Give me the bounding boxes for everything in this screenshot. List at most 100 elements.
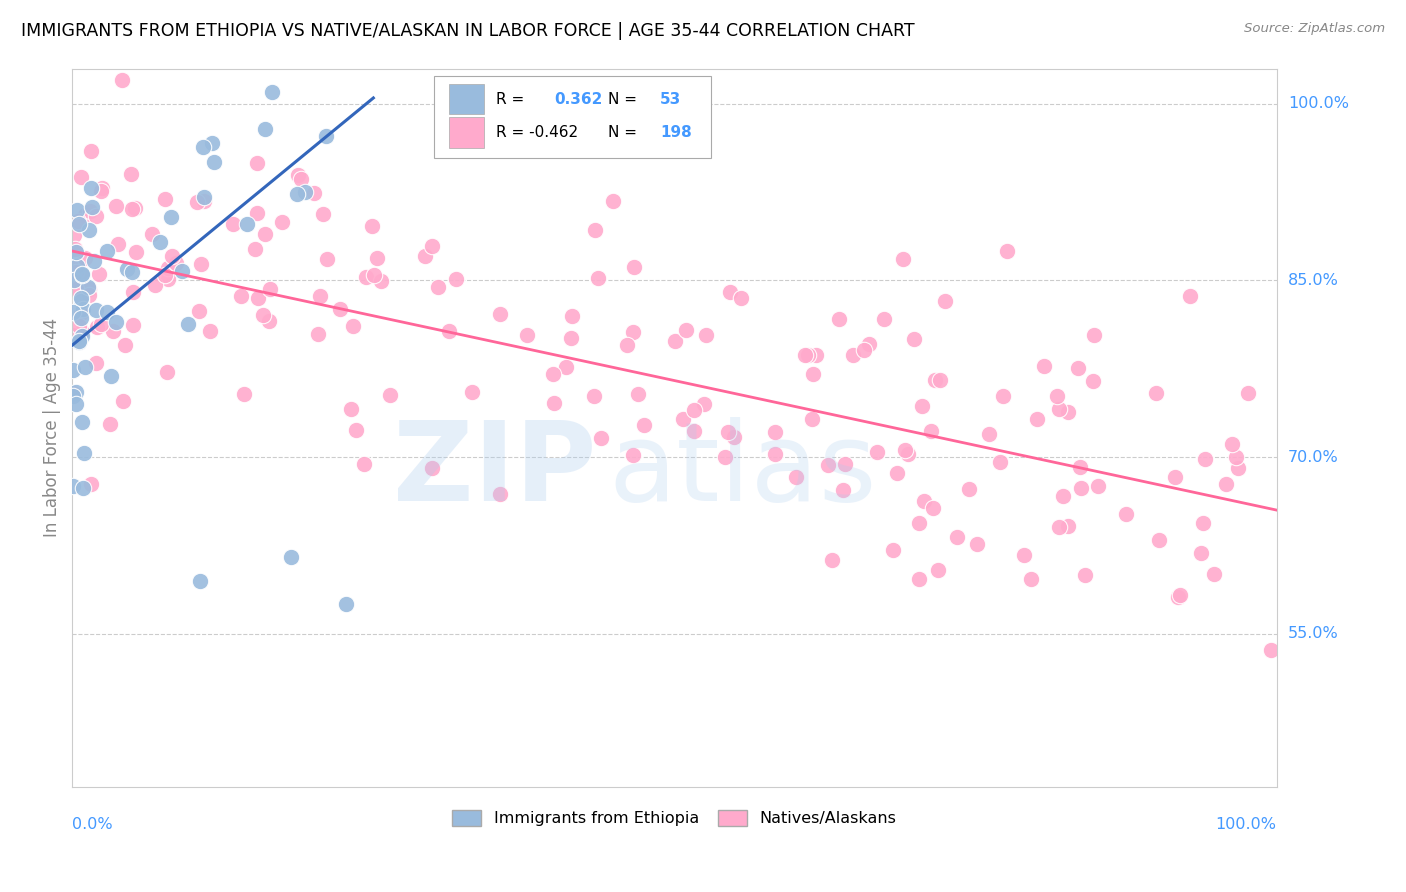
Point <box>73 252 96 266</box>
Text: 53: 53 <box>659 92 682 107</box>
Point <box>121 265 143 279</box>
Point <box>290 172 312 186</box>
Point <box>63 242 86 256</box>
Point <box>271 215 294 229</box>
Point <box>156 271 179 285</box>
Point <box>911 399 934 413</box>
Point <box>908 516 931 531</box>
Point <box>763 425 786 439</box>
Point <box>70 291 93 305</box>
Point <box>543 396 565 410</box>
Point <box>834 457 856 471</box>
Point <box>82 200 104 214</box>
Point <box>1192 516 1215 531</box>
Point <box>69 265 91 279</box>
Point <box>90 184 112 198</box>
Point <box>1046 389 1069 403</box>
Point <box>801 367 824 381</box>
Point <box>70 170 93 185</box>
Text: Source: ZipAtlas.com: Source: ZipAtlas.com <box>1244 22 1385 36</box>
Point <box>72 481 94 495</box>
Point <box>77 288 100 302</box>
Point <box>446 272 468 286</box>
Point <box>997 244 1019 258</box>
Point <box>294 185 316 199</box>
Text: R = -0.462: R = -0.462 <box>496 125 578 140</box>
Point <box>763 447 786 461</box>
Point <box>90 317 112 331</box>
Point <box>70 310 93 325</box>
Point <box>934 293 956 308</box>
FancyBboxPatch shape <box>450 118 484 147</box>
Point <box>101 324 124 338</box>
Point <box>380 387 402 401</box>
Point <box>165 255 187 269</box>
Point <box>1019 572 1042 586</box>
Point <box>153 192 176 206</box>
Point <box>149 235 172 249</box>
Point <box>794 348 817 362</box>
Point <box>886 467 908 481</box>
Point <box>229 289 252 303</box>
Text: 0.0%: 0.0% <box>72 817 112 832</box>
Point <box>1115 508 1137 522</box>
Point <box>114 338 136 352</box>
Text: 70.0%: 70.0% <box>1288 450 1339 465</box>
Point <box>785 469 807 483</box>
Point <box>66 259 89 273</box>
Point <box>77 223 100 237</box>
Point <box>924 373 946 387</box>
Text: R =: R = <box>496 92 524 107</box>
Point <box>1194 452 1216 467</box>
Point <box>259 282 281 296</box>
Point <box>162 249 184 263</box>
Point <box>62 478 84 492</box>
Point <box>63 272 86 286</box>
Point <box>1083 327 1105 342</box>
Point <box>253 227 276 241</box>
Point <box>621 448 644 462</box>
Point <box>420 461 443 475</box>
Point <box>65 385 87 400</box>
Point <box>1047 401 1070 416</box>
Point <box>1189 546 1212 560</box>
Point <box>66 213 89 227</box>
Point <box>262 85 284 99</box>
Point <box>602 194 624 209</box>
Point <box>1069 460 1091 475</box>
Point <box>1057 518 1080 533</box>
Point <box>361 219 384 234</box>
Point <box>977 427 1000 442</box>
Point <box>664 334 686 348</box>
Point <box>176 317 198 331</box>
Point <box>122 285 145 300</box>
Point <box>817 458 839 472</box>
Point <box>80 144 103 158</box>
Point <box>285 186 308 201</box>
Point <box>104 315 127 329</box>
Point <box>427 280 450 294</box>
Point <box>117 261 139 276</box>
Point <box>65 244 87 259</box>
Point <box>143 277 166 292</box>
Point <box>1081 374 1104 388</box>
Point <box>75 360 97 375</box>
Point <box>124 201 146 215</box>
Point <box>246 155 269 169</box>
Point <box>62 363 84 377</box>
Point <box>105 198 128 212</box>
Point <box>882 543 904 558</box>
Point <box>70 268 93 282</box>
Point <box>111 73 134 87</box>
Point <box>72 301 94 316</box>
Point <box>1237 386 1260 401</box>
Point <box>62 328 84 343</box>
Point <box>842 348 865 362</box>
Point <box>62 281 84 295</box>
Point <box>1260 643 1282 657</box>
Point <box>66 202 89 217</box>
Point <box>156 261 179 276</box>
Point <box>188 574 211 588</box>
Point <box>853 343 876 357</box>
Point <box>312 207 335 221</box>
